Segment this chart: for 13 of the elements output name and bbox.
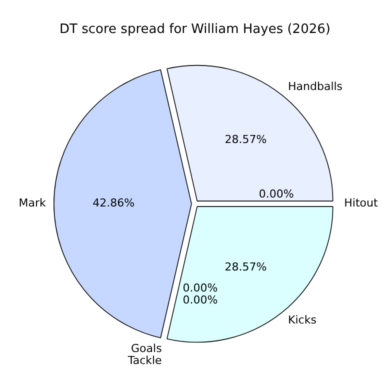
data-label: 28.57% <box>224 133 267 146</box>
text: 0.00% <box>182 281 218 294</box>
category-label: Hitout <box>344 196 378 210</box>
data-label: 28.57% <box>224 260 267 274</box>
text: 0.00% <box>258 188 294 201</box>
category-label: Tackle <box>128 354 162 368</box>
category-label: Goals <box>131 342 162 356</box>
slice-label: Mark <box>18 196 46 210</box>
chart-title: DT score spread for William Hayes (2026) <box>60 22 330 38</box>
slice-label: Handballs <box>288 80 343 94</box>
data-label: 42.86% <box>92 196 135 210</box>
slice-label: Kicks <box>288 313 317 326</box>
text: 0.00% <box>182 293 218 306</box>
